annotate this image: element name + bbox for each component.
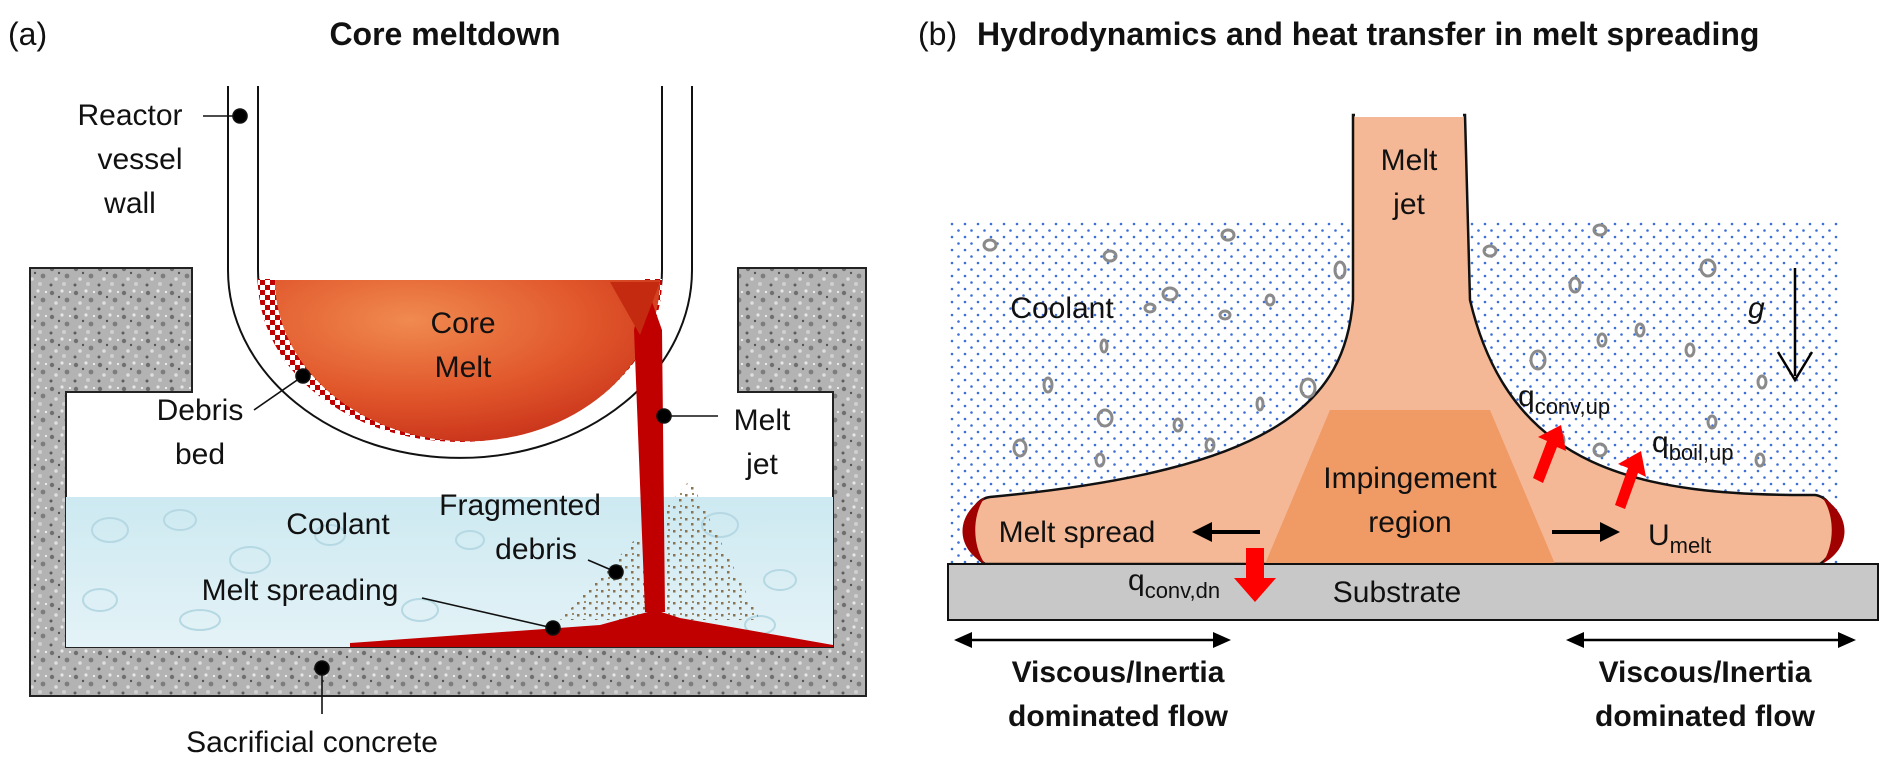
- label-gravity: g: [1748, 292, 1765, 325]
- gravity-arrow-head: [1776, 351, 1814, 383]
- label-impingement-2: region: [1368, 506, 1451, 539]
- label-debris-bed-2: bed: [175, 438, 225, 471]
- callouts-a: [203, 108, 718, 714]
- label-melt-jet-a-1: Melt: [734, 404, 791, 437]
- crust-right: [1822, 497, 1845, 564]
- melt-jet-outflow: [610, 282, 660, 335]
- flow-range-arrows: [954, 632, 1856, 648]
- label-u-melt: Umelt: [1648, 519, 1711, 558]
- label-melt-spread: Melt spread: [999, 516, 1156, 549]
- heat-flux-arrows: [1234, 425, 1646, 602]
- panel-b: (b) Hydrodynamics and heat transfer in m…: [918, 16, 1879, 733]
- core-melt: [275, 280, 660, 442]
- panel-b-title: Hydrodynamics and heat transfer in melt …: [977, 16, 1759, 52]
- impingement-region: [1265, 410, 1555, 564]
- label-reactor-vessel-wall-3: wall: [103, 187, 156, 220]
- label-melt-spreading: Melt spreading: [202, 574, 399, 607]
- label-impingement-1: Impingement: [1323, 462, 1497, 495]
- label-melt-jet-a-2: jet: [745, 448, 778, 481]
- melt-jet-a: [634, 282, 665, 612]
- label-melt-jet-b-1: Melt: [1381, 144, 1438, 177]
- label-q-conv-up: qconv,up: [1518, 380, 1610, 419]
- label-core-melt-2: Melt: [435, 351, 492, 384]
- label-melt-jet-b-2: jet: [1392, 188, 1425, 221]
- label-debris-bed-1: Debris: [157, 394, 244, 427]
- label-coolant-b: Coolant: [1010, 292, 1114, 325]
- panel-b-tag: (b): [918, 16, 957, 52]
- label-reactor-vessel-wall-1: Reactor: [77, 99, 182, 132]
- coolant-bubble-texture: [82, 509, 797, 635]
- panel-a: (a) Core meltdown: [8, 16, 867, 759]
- label-q-conv-dn: qconv,dn: [1128, 564, 1220, 603]
- label-flow-left-1: Viscous/Inertia: [1012, 656, 1225, 689]
- label-flow-right-2: dominated flow: [1595, 700, 1816, 733]
- label-flow-left-2: dominated flow: [1008, 700, 1229, 733]
- panel-a-title: Core meltdown: [329, 16, 560, 52]
- label-q-boil-up: qboil,up: [1652, 426, 1734, 465]
- label-sacrificial-concrete: Sacrificial concrete: [186, 726, 438, 759]
- label-core-melt-1: Core: [430, 307, 495, 340]
- label-reactor-vessel-wall-2: vessel: [97, 143, 182, 176]
- label-coolant-a: Coolant: [286, 508, 390, 541]
- q-boil-up-arrow: [1615, 451, 1646, 509]
- panel-a-tag: (a): [8, 16, 47, 52]
- coolant-bubbles: [982, 223, 1768, 468]
- sacrificial-concrete: [29, 267, 867, 697]
- melt-spreading-sheet: [350, 610, 833, 647]
- q-conv-dn-arrow: [1234, 548, 1276, 602]
- q-conv-up-arrow: [1533, 425, 1566, 483]
- label-substrate: Substrate: [1333, 576, 1461, 609]
- crust-left: [962, 497, 985, 564]
- label-fragmented-debris-2: debris: [495, 533, 577, 566]
- label-fragmented-debris-1: Fragmented: [439, 489, 601, 522]
- substrate: [947, 563, 1879, 621]
- label-flow-right-1: Viscous/Inertia: [1599, 656, 1812, 689]
